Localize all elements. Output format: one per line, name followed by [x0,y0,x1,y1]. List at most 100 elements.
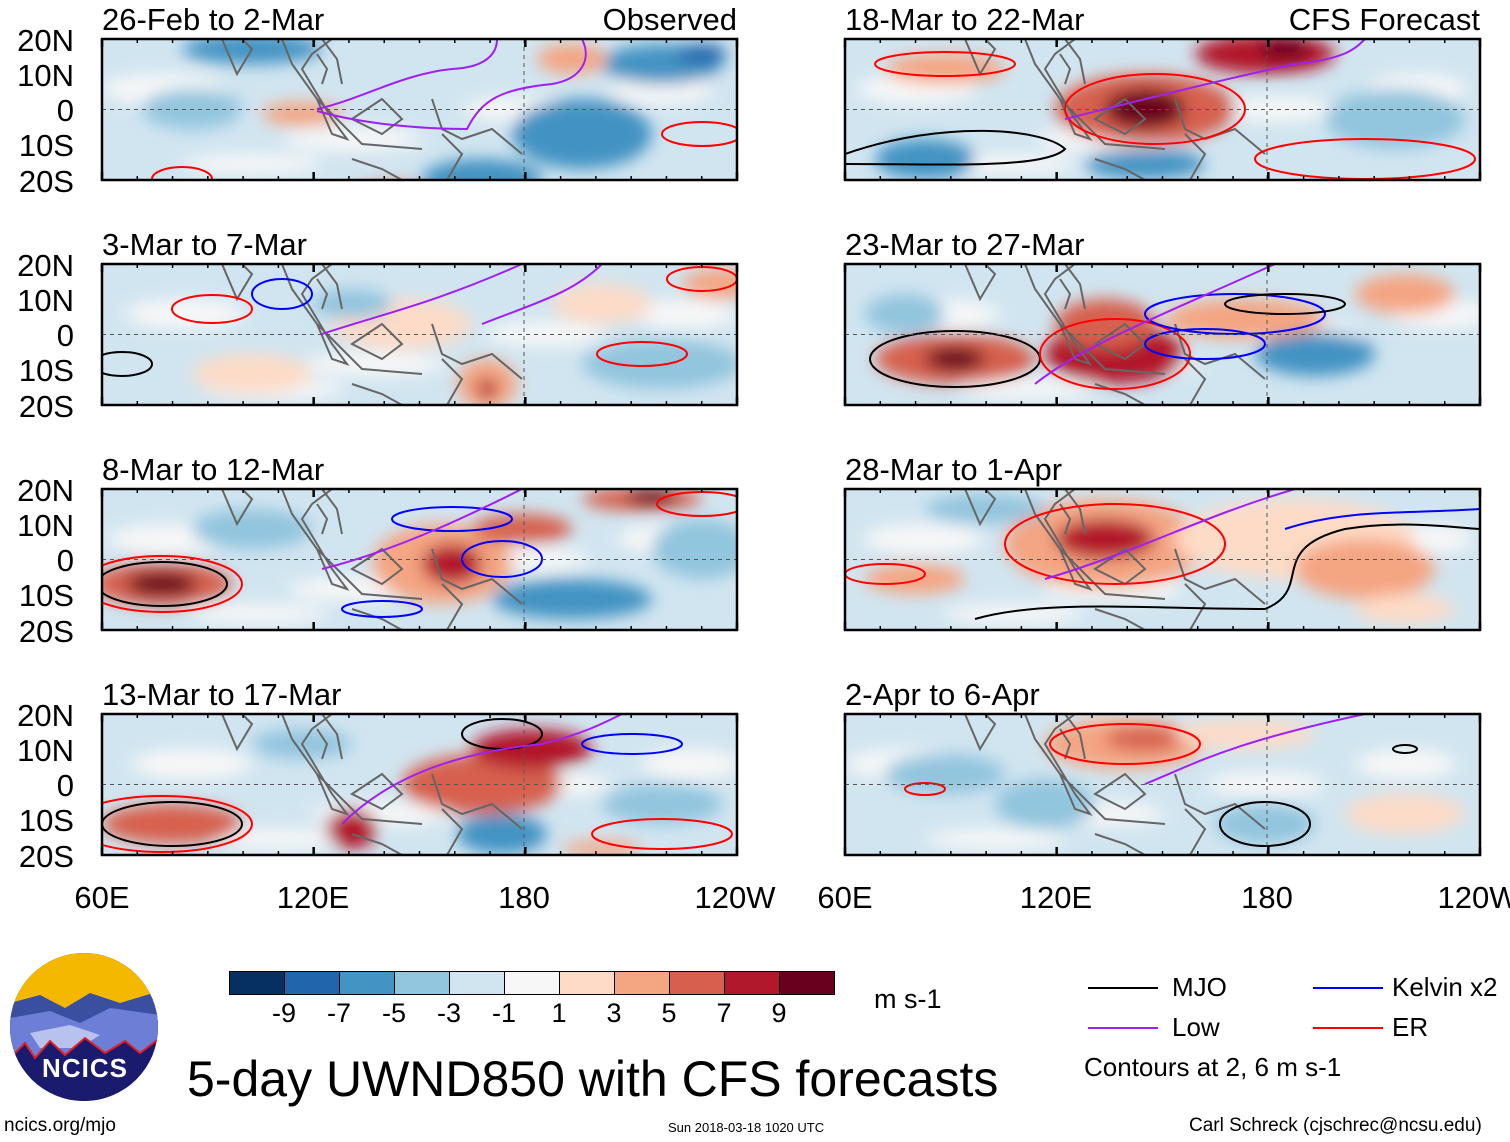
colorbar-tick-label: -1 [491,998,517,1028]
map-panel [100,712,739,857]
colorbar-swatch [285,972,340,994]
panel-title: 18-Mar to 22-Mar [845,2,1085,37]
contour-line [102,801,243,847]
contour-line [102,351,153,377]
colorbar [229,971,835,995]
legend-label-er: ER [1392,1012,1429,1042]
colorbar-tick-label: 1 [551,998,567,1028]
wind-anomaly-patch [641,749,737,779]
wind-anomaly-patch [342,184,442,234]
main-title: 5-day UWND850 with CFS forecasts [187,1051,999,1107]
wind-anomaly-patch [1355,594,1455,624]
lon-label: 60E [74,880,130,915]
colorbar-tick-label: 7 [716,998,732,1028]
wind-anomaly-patch [1356,749,1456,779]
contour-line [102,795,253,853]
wind-anomaly-patch [312,289,392,319]
contour-line [845,129,1067,166]
contour-line [1144,293,1326,335]
wind-anomaly-patch [125,299,245,329]
lat-label: 20N [17,698,74,733]
wind-anomaly-patch [127,572,197,596]
wind-anomaly-patch [282,127,422,151]
wind-anomaly-patch [188,604,328,624]
wind-anomaly-patch [1325,89,1465,149]
contour-line [391,506,513,532]
wind-anomaly-patch [682,269,737,299]
wind-anomaly-patch [477,379,497,399]
contour-line [1064,39,1366,120]
wind-anomaly-patch [377,199,407,219]
contour-line [171,294,253,324]
contour-line [1039,318,1191,390]
map-panel [100,37,739,182]
map-panel [100,262,739,407]
wind-anomaly-patch [305,352,445,376]
wind-anomaly-patch [1055,299,1155,349]
contour-line [102,555,243,613]
colorbar-tick-label: -7 [326,998,352,1028]
lat-label: 20S [18,164,74,199]
lat-label: 10S [18,128,74,163]
map-panel [843,37,1482,182]
legend-swatch-kelvin [1313,987,1383,989]
colorbar-swatch [725,972,780,994]
coastline [964,714,1266,855]
lat-label: 10S [18,353,74,388]
footer-timestamp: Sun 2018-03-18 1020 UTC [668,1120,825,1135]
colorbar-swatch [395,972,450,994]
lat-label: 0 [56,318,74,353]
wind-anomaly-patch [652,519,737,579]
wind-anomaly-patch [182,39,322,64]
map-panel [843,262,1482,407]
contour-line [845,563,926,585]
contour-line [1392,744,1418,754]
wind-anomaly-patch [1175,719,1315,749]
legend-label-low: Low [1172,1012,1220,1042]
wind-anomaly-patch [102,804,242,844]
lat-label: 20S [18,614,74,649]
contour-line [1049,723,1201,765]
panel-title: 26-Feb to 2-Mar [102,2,325,37]
lon-label: 60E [817,880,873,915]
colorbar-tick-label: 9 [771,998,787,1028]
wind-anomaly-patch [885,54,1005,84]
coastline [221,39,523,180]
lat-label: 20S [18,389,74,424]
wind-anomaly-patch [492,579,652,619]
wind-anomaly-patch [1215,804,1315,844]
panel-title: 8-Mar to 12-Mar [102,452,325,487]
legend-swatch-low [1088,1027,1158,1029]
wind-anomaly-patch [627,489,677,505]
wind-anomaly-patch [865,294,945,334]
map-panel [843,712,1482,857]
lat-label: 10N [17,508,74,543]
contour-line [1224,293,1346,315]
footer-author: Carl Schreck (cjschrec@ncsu.edu) [1189,1115,1482,1136]
lon-label: 120E [1019,880,1093,915]
wind-anomaly-patch [1105,727,1185,751]
wind-anomaly-patch [1085,149,1205,179]
contour-line [316,39,587,131]
wind-anomaly-patch [472,514,572,544]
wind-anomaly-patch [1345,794,1465,834]
colorbar-units: m s-1 [874,984,942,1014]
wind-anomaly-patch [925,347,985,371]
wind-anomaly-patch [1355,274,1455,314]
colorbar-tick-label: -9 [271,998,297,1028]
colorbar-tick-label: 3 [606,998,622,1028]
wind-anomaly-patch [537,44,607,74]
contour-line [251,278,313,310]
wind-anomaly-patch [512,99,652,169]
contour-line [1144,328,1266,360]
wind-anomaly-patch [582,339,737,389]
wind-anomaly-patch [926,829,1066,849]
map-panel [843,487,1482,632]
lon-label: 180 [1241,880,1293,915]
colorbar-swatch [505,972,560,994]
contour-line [102,561,228,607]
footer-url[interactable]: ncics.org/mjo [4,1115,116,1136]
lat-label: 20S [18,839,74,874]
coastline [964,489,1266,630]
wind-anomaly-patch [602,784,722,824]
